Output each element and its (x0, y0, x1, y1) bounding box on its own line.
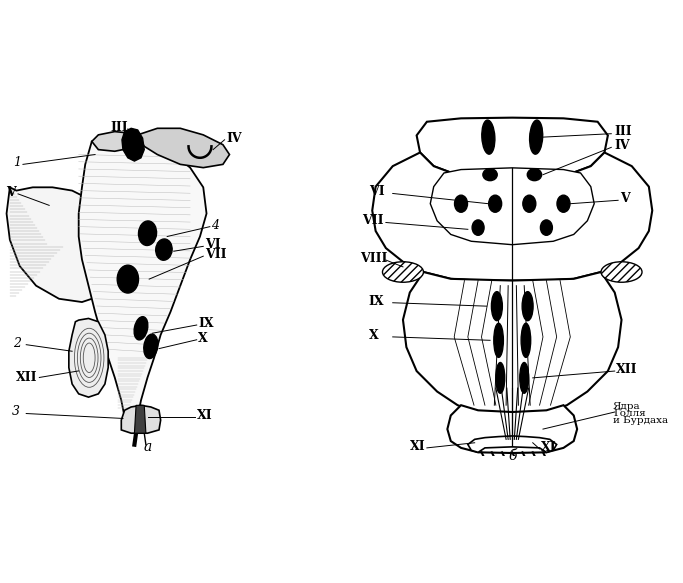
Polygon shape (403, 272, 622, 414)
Text: XII: XII (16, 371, 38, 384)
Text: XII: XII (617, 363, 638, 376)
Polygon shape (122, 405, 161, 433)
Text: XI: XI (410, 440, 426, 454)
Text: Ядра: Ядра (613, 402, 641, 412)
Polygon shape (79, 138, 206, 417)
Text: 3: 3 (12, 405, 20, 419)
Ellipse shape (117, 265, 139, 293)
Text: XI: XI (197, 409, 212, 422)
Text: X: X (198, 332, 208, 345)
Ellipse shape (472, 220, 484, 236)
Polygon shape (122, 128, 144, 161)
Ellipse shape (156, 239, 172, 260)
Polygon shape (135, 405, 146, 433)
Polygon shape (468, 436, 557, 452)
Text: и Бурдаха: и Бурдаха (613, 416, 668, 425)
Text: VI: VI (205, 238, 221, 251)
Text: IX: IX (198, 317, 214, 330)
Ellipse shape (540, 220, 553, 236)
Text: а: а (143, 440, 152, 454)
Ellipse shape (527, 168, 542, 181)
Text: VI: VI (369, 185, 385, 198)
Text: X: X (369, 329, 378, 342)
Ellipse shape (492, 292, 503, 321)
Ellipse shape (482, 120, 495, 154)
Text: 4: 4 (212, 219, 219, 231)
Ellipse shape (557, 195, 570, 212)
Text: 2: 2 (13, 336, 21, 350)
Text: б: б (508, 449, 516, 463)
Polygon shape (447, 405, 577, 453)
Ellipse shape (522, 292, 533, 321)
Ellipse shape (139, 221, 156, 245)
Polygon shape (417, 118, 608, 180)
Text: Голля: Голля (613, 409, 645, 418)
Text: IV: IV (226, 132, 242, 145)
Polygon shape (372, 153, 652, 280)
Text: VII: VII (205, 248, 226, 261)
Polygon shape (7, 187, 118, 302)
Polygon shape (430, 168, 594, 245)
Ellipse shape (529, 120, 543, 154)
Ellipse shape (144, 334, 158, 359)
Text: IV: IV (615, 139, 630, 152)
Text: VII: VII (362, 215, 383, 227)
Ellipse shape (496, 363, 505, 394)
Text: V: V (620, 192, 630, 205)
Ellipse shape (454, 195, 467, 212)
Ellipse shape (601, 262, 642, 282)
Ellipse shape (483, 168, 497, 181)
Ellipse shape (134, 317, 148, 340)
Text: III: III (615, 125, 632, 139)
Ellipse shape (382, 262, 423, 282)
Text: 1: 1 (13, 156, 21, 169)
Ellipse shape (522, 195, 536, 212)
Text: XI: XI (541, 441, 557, 454)
Polygon shape (138, 128, 229, 168)
Ellipse shape (489, 195, 501, 212)
Text: IX: IX (369, 294, 385, 308)
Ellipse shape (494, 323, 503, 357)
Text: V: V (7, 186, 16, 199)
Text: VIII: VIII (361, 252, 388, 265)
Ellipse shape (520, 363, 529, 394)
Ellipse shape (521, 323, 531, 357)
Text: III: III (111, 121, 128, 134)
Polygon shape (69, 318, 108, 397)
Polygon shape (92, 132, 138, 151)
